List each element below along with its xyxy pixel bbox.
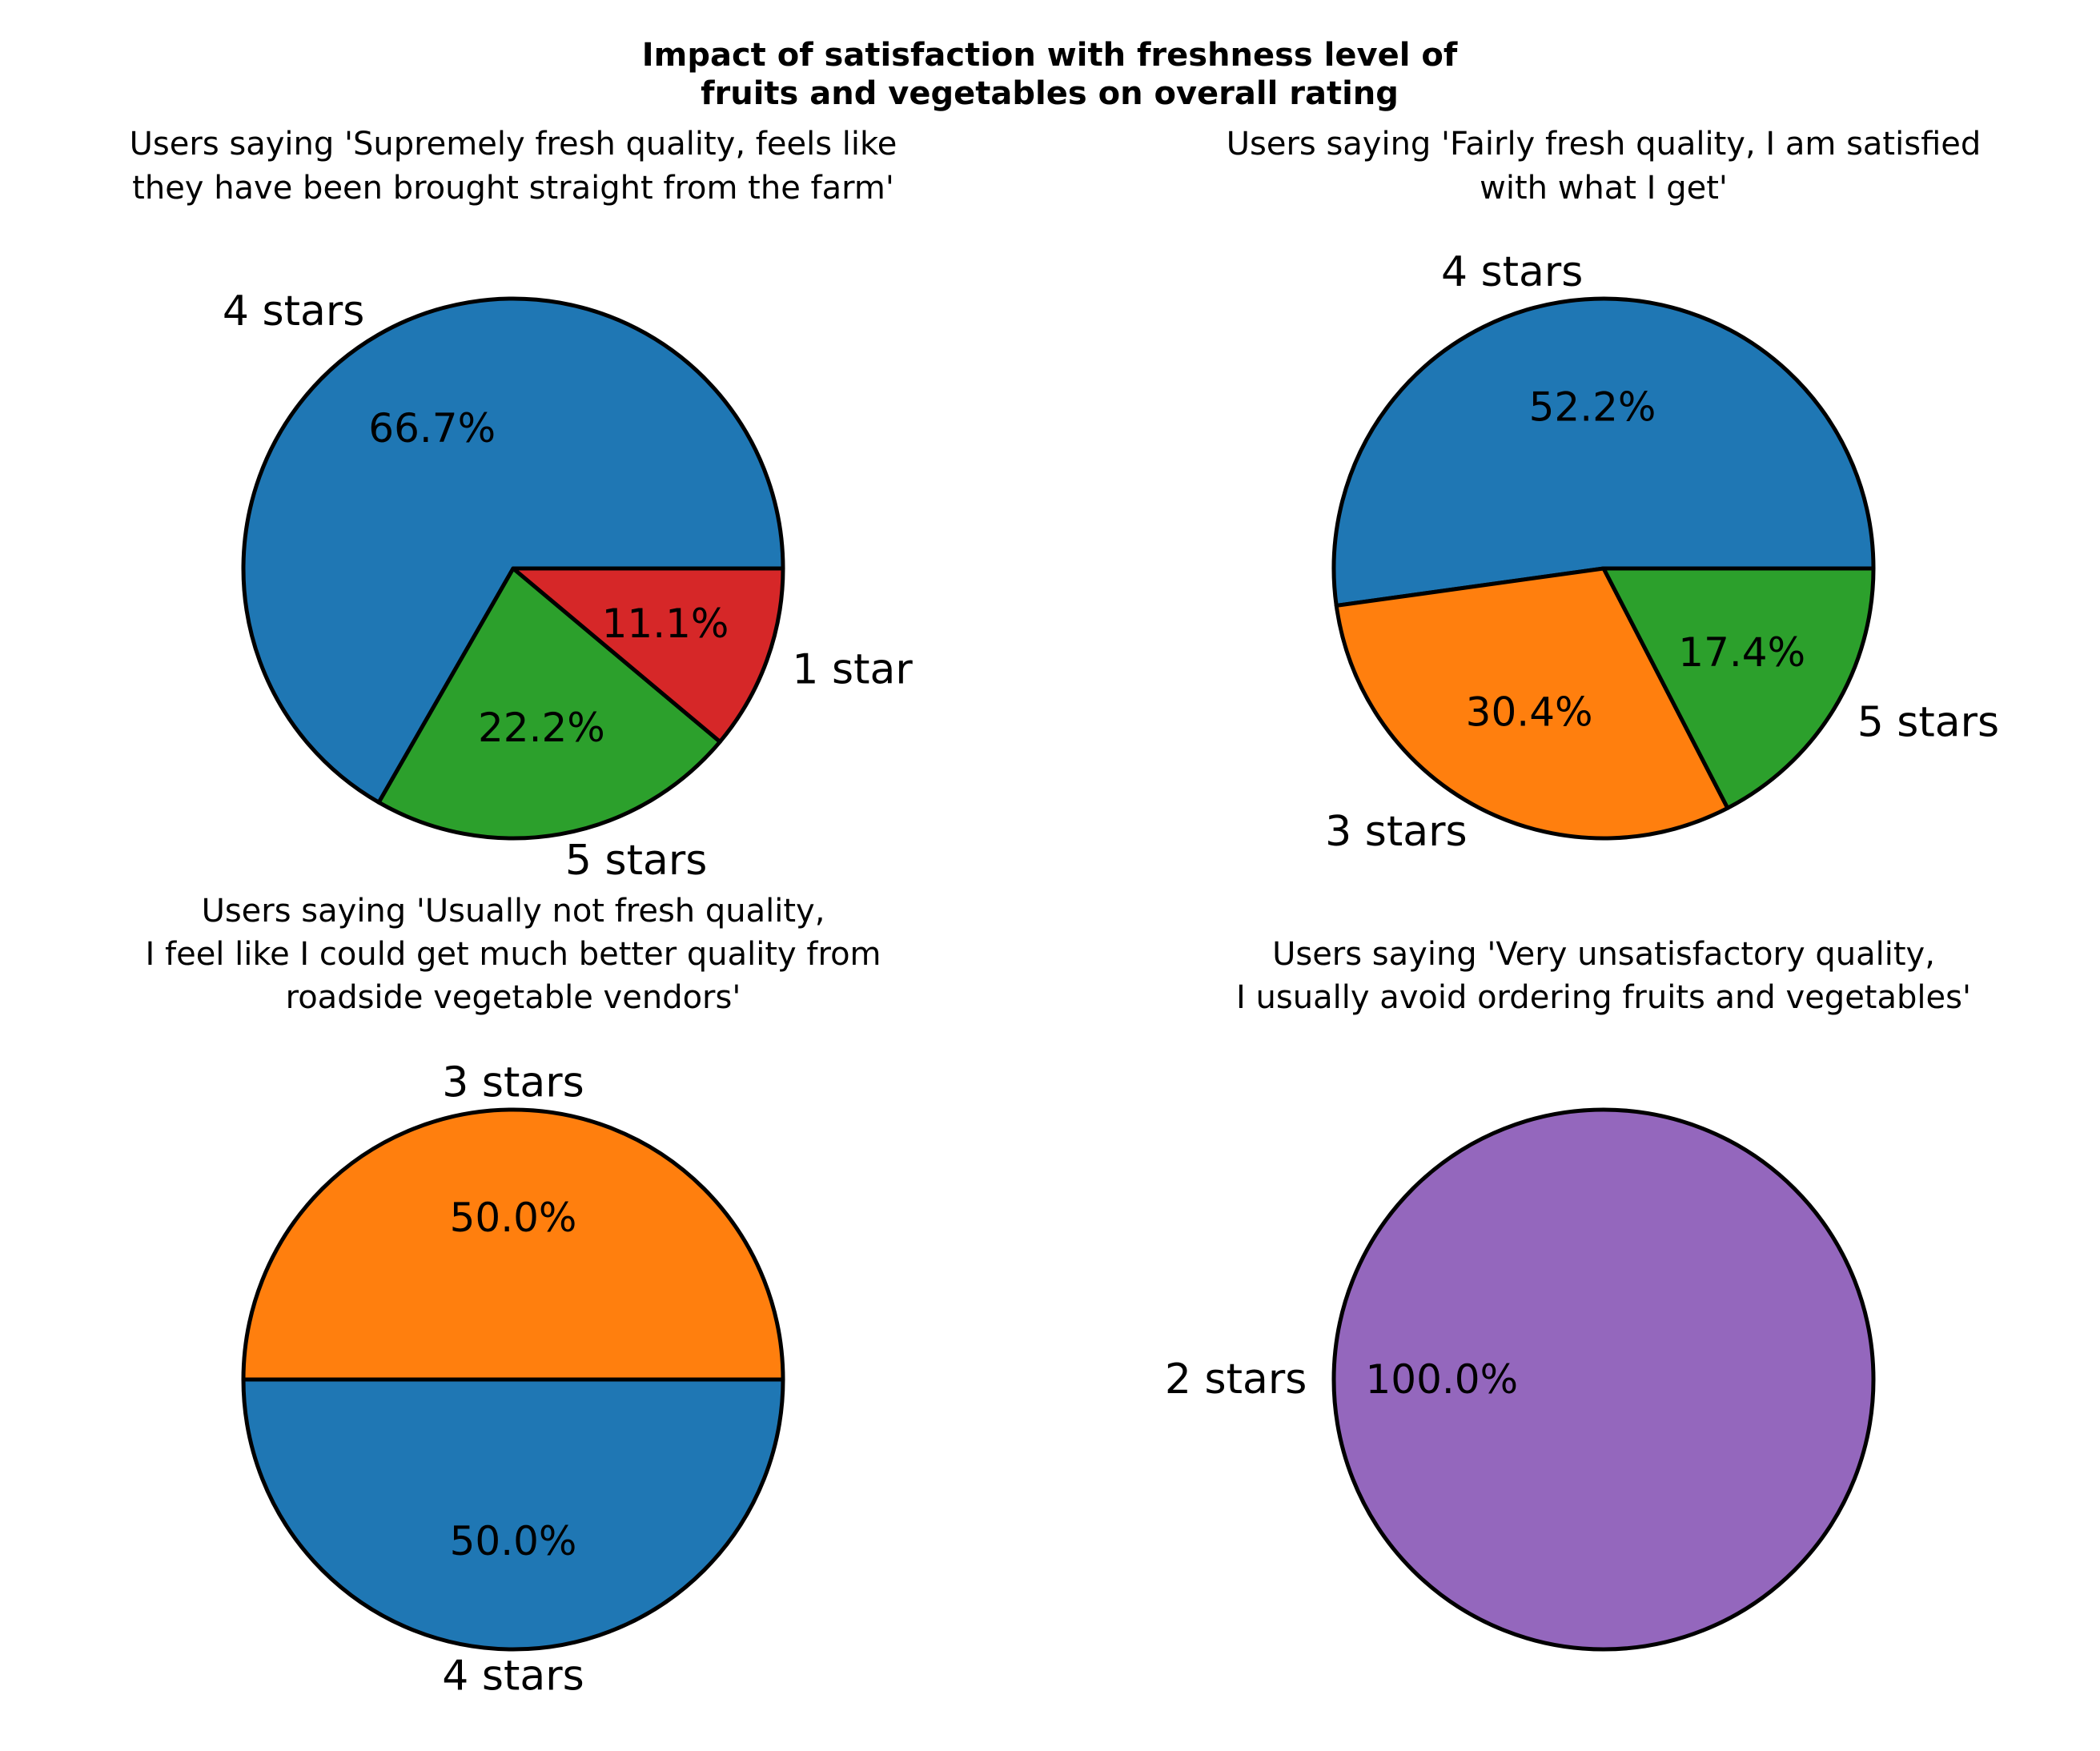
pie-2-pct-1: 52.2%	[1529, 384, 1656, 430]
pie-2-title-line-2: with what I get'	[1480, 170, 1728, 207]
pie-panel-4: Users saying 'Very unsatisfactory qualit…	[1165, 936, 1971, 1652]
pie-1-label-3: 1 star	[792, 646, 913, 694]
pie-3-slice-2	[241, 1377, 785, 1652]
pie-1-slice-1	[241, 296, 785, 805]
pie-3-pct-1: 50.0%	[450, 1195, 577, 1241]
pie-3-slice-1	[241, 1107, 785, 1382]
pie-1-label-1: 4 stars	[223, 287, 364, 335]
pie-3-title-line-3: roadside vegetable vendors'	[286, 979, 741, 1016]
pie-2-slice-2	[1334, 566, 1730, 841]
pie-4-title-line-2: I usually avoid ordering fruits and vege…	[1236, 979, 1971, 1016]
pie-panel-2: Users saying 'Fairly fresh quality, I am…	[1227, 126, 1999, 856]
pie-2-title-line-1: Users saying 'Fairly fresh quality, I am…	[1227, 126, 1982, 163]
pie-2-pct-3: 17.4%	[1678, 629, 1805, 676]
pie-4-pct-1: 100.0%	[1365, 1356, 1518, 1403]
pie-1-pct-3: 11.1%	[602, 600, 729, 647]
pie-2-slice-1	[1331, 296, 1876, 608]
pie-2-label-1: 4 stars	[1441, 248, 1583, 296]
pie-1-pct-1: 66.7%	[368, 405, 496, 452]
pie-1-title-line-2: they have been brought straight from the…	[132, 170, 894, 207]
figure-title-line-1: Impact of satisfaction with freshness le…	[642, 37, 1458, 74]
pie-3-pct-2: 50.0%	[450, 1518, 577, 1564]
figure-title-line-2: fruits and vegetables on overall rating	[701, 75, 1399, 112]
pie-1-slice-2	[376, 566, 722, 841]
pie-2-slice-3	[1601, 566, 1876, 810]
pie-2-label-2: 3 stars	[1325, 808, 1467, 856]
pie-panel-3: Users saying 'Usually not fresh quality,…	[145, 893, 881, 1701]
pie-2-label-3: 5 stars	[1857, 699, 1999, 747]
pie-3-title-line-1: Users saying 'Usually not fresh quality,	[202, 893, 825, 930]
pie-4-title-line-1: Users saying 'Very unsatisfactory qualit…	[1272, 936, 1935, 973]
pie-3-title-line-2: I feel like I could get much better qual…	[145, 936, 881, 973]
pie-3-label-2: 4 stars	[442, 1653, 584, 1701]
pie-3-label-1: 3 stars	[442, 1058, 584, 1106]
pie-2-pct-2: 30.4%	[1466, 689, 1593, 736]
pie-4-label-1: 2 stars	[1165, 1355, 1307, 1404]
pie-1-pct-2: 22.2%	[478, 705, 605, 751]
pie-1-slice-3	[511, 566, 785, 744]
pie-1-title-line-1: Users saying 'Supremely fresh quality, f…	[130, 126, 897, 163]
pie-1-label-2: 5 stars	[565, 837, 707, 885]
pie-4-slice-1	[1331, 1107, 1876, 1652]
pie-panel-1: Users saying 'Supremely fresh quality, f…	[130, 126, 913, 885]
